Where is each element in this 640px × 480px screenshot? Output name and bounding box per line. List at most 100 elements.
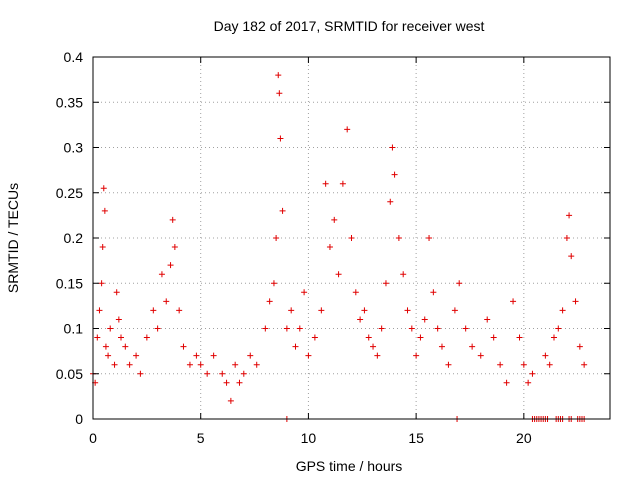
data-point [270,280,277,287]
data-point [572,298,579,305]
data-point [581,361,588,368]
data-point [301,289,308,296]
data-point [111,361,118,368]
data-point [133,352,140,359]
data-point [546,361,553,368]
data-point [115,316,122,323]
data-point [154,325,161,332]
data-point [365,334,372,341]
data-point [101,207,108,214]
data-point [137,370,144,377]
x-tick-label: 10 [301,430,317,446]
data-point [94,334,101,341]
data-point [568,253,575,260]
data-point [404,307,411,314]
data-point [339,180,346,187]
data-point [122,343,129,350]
data-point [421,316,428,323]
data-point [98,280,105,287]
data-point [100,185,107,192]
data-point [311,334,318,341]
data-point [389,144,396,151]
data-point [318,307,325,314]
data-point [167,262,174,269]
data-point [232,361,239,368]
data-point [445,361,452,368]
data-point [497,361,504,368]
y-tick-label: 0.15 [56,275,83,291]
data-point [469,343,476,350]
data-point [434,325,441,332]
data-point [266,298,273,305]
data-point [227,397,234,404]
data-point [456,280,463,287]
data-point [180,343,187,350]
data-point [352,289,359,296]
data-point [219,370,226,377]
y-tick-label: 0 [75,411,83,427]
chart-title: Day 182 of 2017, SRMTID for receiver wes… [214,18,485,34]
data-point [387,198,394,205]
y-tick-label: 0.25 [56,185,83,201]
data-point [559,307,566,314]
data-point [529,370,536,377]
data-point [576,343,583,350]
data-point [477,352,484,359]
data-point [262,325,269,332]
y-tick-label: 0.05 [56,366,83,382]
data-point [563,235,570,241]
data-point [322,180,329,187]
y-tick-label: 0.3 [64,140,84,156]
data-point [361,307,368,314]
data-point [275,72,282,79]
data-point [510,298,517,305]
data-point [462,325,469,332]
data-point [193,352,200,359]
data-point [370,343,377,350]
data-point [276,90,283,97]
y-tick-label: 0.4 [64,49,84,65]
data-point [413,352,420,359]
data-point [417,334,424,341]
data-point [382,280,389,287]
data-point [96,307,103,314]
data-point [292,343,299,350]
data-point [525,379,532,386]
data-point [143,334,150,341]
x-tick-label: 0 [89,430,97,446]
data-point [176,307,183,314]
data-point [391,171,398,178]
data-point [197,361,204,368]
data-point [107,325,114,332]
data-point [542,352,549,359]
y-axis-label: SRMTID / TECUs [5,183,21,293]
data-point [169,216,176,223]
data-point [150,307,157,314]
data-point [335,271,342,278]
data-point [430,289,437,296]
data-point [288,307,295,314]
data-point [408,325,415,332]
data-point [438,343,445,350]
x-tick-label: 15 [408,430,424,446]
data-point [344,126,351,133]
data-point [158,271,165,278]
data-point [247,352,254,359]
data-point [550,334,557,341]
data-point [426,235,433,241]
data-point [484,316,491,323]
data-point [186,361,193,368]
data-point [236,379,243,386]
data-point [296,325,303,332]
data-point [503,379,510,386]
y-tick-label: 0.2 [64,230,84,246]
x-axis-ticks: 0 5 10 15 20 [89,57,532,446]
data-point [305,352,312,359]
y-axis-ticks: 0 0.05 0.1 0.15 0.2 0.25 0.3 0.35 0.4 [56,49,610,427]
x-tick-label: 5 [197,430,205,446]
data-point [277,135,284,142]
y-tick-label: 0.35 [56,94,83,110]
data-point [273,235,280,241]
data-point [395,235,402,241]
